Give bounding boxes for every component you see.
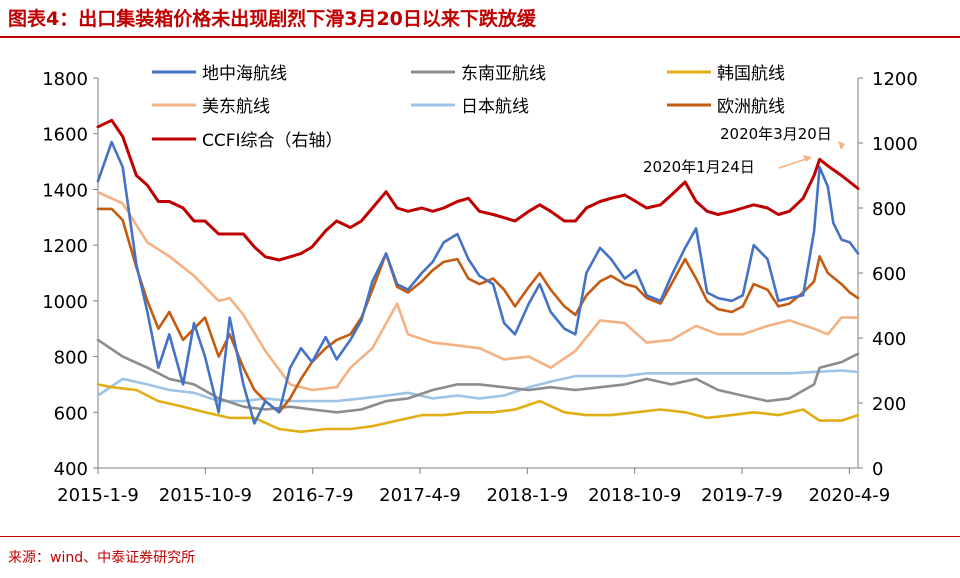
- x-tick-label: 2018-10-9: [588, 485, 681, 506]
- annotation-arrow-head-0: [838, 141, 845, 150]
- line-chart: 400 600 800 1000 1200 1400 1600 1800 0 200 400 600 8…: [42, 64, 918, 506]
- legend-label-1: 东南亚航线: [461, 64, 546, 84]
- annotations: 2020年3月20日 2020年1月24日: [643, 125, 845, 176]
- x-tick-label: 2015-1-9: [57, 485, 139, 506]
- legend-label-5: 欧洲航线: [717, 97, 785, 117]
- x-tick-label: 2016-7-9: [272, 485, 354, 506]
- legend-label-0: 地中海航线: [202, 64, 287, 84]
- annotation-label-0: 2020年3月20日: [720, 125, 832, 143]
- source-note: 来源：wind、中泰证券研究所: [8, 550, 196, 566]
- left-tick-label: 1600: [42, 125, 88, 146]
- right-tick-label: 0: [872, 459, 883, 480]
- left-tick-label: 800: [54, 348, 88, 369]
- x-tick-label: 2017-4-9: [379, 485, 461, 506]
- chart-axes: 400 600 800 1000 1200 1400 1600 1800 0 200 400 600 8…: [42, 69, 918, 506]
- right-tick-label: 1200: [872, 69, 918, 90]
- chart-title: 图表4：出口集装箱价格未出现剧烈下滑3月20日以来下跌放缓: [8, 8, 536, 30]
- title-rule: [0, 36, 960, 38]
- legend-label-6: CCFI综合（右轴）: [202, 131, 343, 151]
- legend-label-2: 韩国航线: [717, 64, 785, 84]
- left-tick-label: 600: [54, 403, 88, 424]
- series-line-3: [96, 190, 860, 392]
- annotation-arrow-head-1: [803, 155, 812, 162]
- left-tick-label: 1200: [42, 236, 88, 257]
- series-line-1: [96, 338, 860, 414]
- right-tick-label: 1000: [872, 134, 918, 155]
- right-tick-label: 400: [872, 329, 906, 350]
- left-tick-label: 1000: [42, 292, 88, 313]
- series-line-2: [96, 383, 860, 434]
- left-tick-label: 1400: [42, 180, 88, 201]
- footer-rule: [0, 536, 960, 537]
- right-tick-label: 800: [872, 199, 906, 220]
- series-line-6: [96, 118, 860, 262]
- x-tick-label: 2020-4-9: [809, 485, 891, 506]
- x-tick-label: 2015-10-9: [159, 485, 252, 506]
- annotation-label-1: 2020年1月24日: [643, 158, 755, 176]
- right-tick-label: 600: [872, 264, 906, 285]
- series-layer: [96, 118, 860, 434]
- left-tick-label: 400: [54, 459, 88, 480]
- annotation-arrow-shaft-1: [778, 158, 807, 169]
- x-tick-label: 2019-7-9: [701, 485, 783, 506]
- left-tick-label: 1800: [42, 69, 88, 90]
- x-tick-label: 2018-1-9: [487, 485, 569, 506]
- legend-label-4: 日本航线: [461, 97, 529, 117]
- legend-label-3: 美东航线: [202, 97, 270, 117]
- series-line-0: [96, 140, 860, 425]
- right-tick-label: 200: [872, 394, 906, 415]
